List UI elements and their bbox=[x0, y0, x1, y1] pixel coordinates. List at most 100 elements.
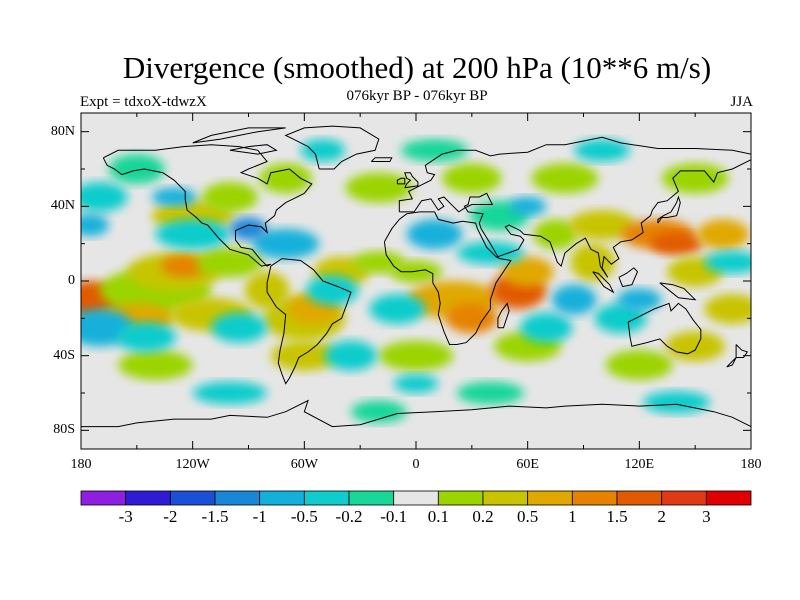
divergence-blob-32 bbox=[661, 163, 729, 194]
divergence-blob-62 bbox=[456, 381, 524, 405]
divergence-blob-35 bbox=[378, 340, 454, 371]
coastline-13 bbox=[592, 271, 615, 294]
lon-label-5: 120E bbox=[624, 457, 655, 472]
experiment-label: Expt = tdxoX-tdwzX bbox=[80, 94, 207, 110]
map-subtitle: 076kyr BP - 076kyr BP bbox=[346, 88, 488, 104]
divergence-blob-66 bbox=[151, 187, 197, 207]
colorbar-box-12 bbox=[616, 490, 663, 506]
colorbar-box-13 bbox=[661, 490, 707, 506]
divergence-blob-54 bbox=[617, 288, 662, 311]
divergence-blob-53 bbox=[594, 303, 647, 334]
coastline-15 bbox=[81, 399, 751, 428]
divergence-blob-31 bbox=[531, 163, 599, 194]
colorbar-label-3: -1 bbox=[252, 507, 267, 526]
divergence-blob-20 bbox=[568, 210, 636, 240]
colorbar-box-1 bbox=[125, 490, 171, 506]
colorbar-label-7: 0.1 bbox=[427, 507, 449, 526]
colorbar-box-3 bbox=[214, 490, 261, 506]
colorbar-box-11 bbox=[571, 490, 618, 506]
divergence-blob-45 bbox=[306, 275, 359, 306]
coastline-1 bbox=[284, 125, 380, 170]
divergence-blob-59 bbox=[401, 139, 469, 162]
coastline-17 bbox=[192, 127, 286, 144]
divergence-blob-34 bbox=[270, 340, 338, 371]
coastline-14 bbox=[726, 344, 749, 368]
colorbar-label-0: -3 bbox=[118, 507, 133, 526]
divergence-blob-25 bbox=[704, 294, 751, 324]
divergence-blob-58 bbox=[300, 139, 346, 162]
divergence-blob-56 bbox=[81, 182, 128, 212]
coastline-7 bbox=[396, 177, 406, 185]
colorbar-label-4: -0.5 bbox=[290, 507, 318, 526]
divergence-blob-29 bbox=[345, 172, 413, 203]
divergence-blob-52 bbox=[551, 284, 597, 315]
lon-label-6: 180 bbox=[740, 457, 762, 472]
coastline-0 bbox=[102, 144, 313, 267]
coastline-10 bbox=[627, 302, 702, 355]
divergence-blob-42 bbox=[211, 312, 268, 343]
divergence-blob-60 bbox=[574, 139, 630, 162]
divergence-blob-68 bbox=[393, 374, 439, 394]
divergence-blob-17 bbox=[501, 256, 554, 287]
divergence-blob-61 bbox=[192, 381, 268, 405]
divergence-blob-15 bbox=[445, 303, 498, 334]
coastline-6 bbox=[404, 172, 419, 189]
colorbar-label-8: 0.2 bbox=[472, 507, 494, 526]
lat-label-1: 40N bbox=[50, 198, 75, 214]
coastline-5 bbox=[398, 136, 751, 278]
divergence-blob-22 bbox=[650, 232, 703, 255]
divergence-blob-30 bbox=[442, 163, 502, 194]
colorbar-box-10 bbox=[527, 490, 573, 506]
divergence-blob-67 bbox=[509, 197, 547, 216]
colorbar-box-2 bbox=[169, 490, 216, 506]
coastline-3 bbox=[383, 211, 512, 345]
lat-label-3: 40S bbox=[53, 347, 75, 363]
lon-label-0: 180 bbox=[70, 457, 92, 472]
colorbar-box-8 bbox=[437, 490, 484, 506]
colorbar-label-5: -0.2 bbox=[335, 507, 363, 526]
divergence-blob-43 bbox=[252, 228, 320, 259]
divergence-blob-40 bbox=[116, 322, 176, 352]
divergence-blob-47 bbox=[369, 294, 426, 324]
divergence-blob-49 bbox=[456, 241, 524, 265]
colorbar-label-10: 1 bbox=[568, 507, 577, 526]
colorbar-box-9 bbox=[482, 490, 529, 506]
divergence-blob-44 bbox=[229, 217, 268, 240]
divergence-blob-13 bbox=[389, 260, 443, 283]
coastlines bbox=[81, 125, 751, 428]
colorbar-label-11: 1.5 bbox=[606, 507, 628, 526]
coastline-9 bbox=[657, 195, 681, 224]
colorbar-box-14 bbox=[705, 490, 752, 506]
divergence-blob-63 bbox=[643, 391, 711, 414]
lon-label-3: 0 bbox=[412, 457, 420, 472]
map-title: Divergence (smoothed) at 200 hPa (10**6 … bbox=[122, 50, 712, 85]
coastline-11 bbox=[659, 282, 697, 301]
lon-label-2: 60W bbox=[290, 457, 318, 472]
colorbar-label-12: 2 bbox=[657, 507, 666, 526]
divergence-blob-7 bbox=[196, 247, 264, 278]
divergence-blob-55 bbox=[704, 251, 751, 274]
lon-label-1: 120W bbox=[175, 457, 210, 472]
colorbar-label-1: -2 bbox=[163, 507, 178, 526]
coastline-2 bbox=[266, 258, 352, 385]
divergence-blob-46 bbox=[324, 340, 377, 371]
colorbar-box-0 bbox=[80, 490, 127, 506]
colorbar-box-4 bbox=[259, 490, 305, 506]
colorbar-box-7 bbox=[393, 490, 439, 506]
colorbar-label-9: 0.5 bbox=[517, 507, 539, 526]
colorbar bbox=[80, 490, 752, 506]
divergence-blob-38 bbox=[665, 331, 725, 362]
divergence-blob-33 bbox=[118, 350, 193, 380]
season-label: JJA bbox=[730, 94, 753, 110]
coastline-16 bbox=[229, 144, 278, 155]
lat-label-2: 0 bbox=[68, 273, 75, 288]
divergence-blob-48 bbox=[406, 219, 463, 250]
divergence-blob-37 bbox=[605, 350, 673, 380]
colorbar-label-2: -1.5 bbox=[201, 507, 229, 526]
divergence-blob-6 bbox=[161, 254, 206, 278]
coastline-8 bbox=[370, 157, 393, 162]
colorbar-box-5 bbox=[303, 490, 350, 506]
divergence-blob-23 bbox=[697, 219, 750, 250]
lat-label-4: 80S bbox=[53, 422, 75, 438]
